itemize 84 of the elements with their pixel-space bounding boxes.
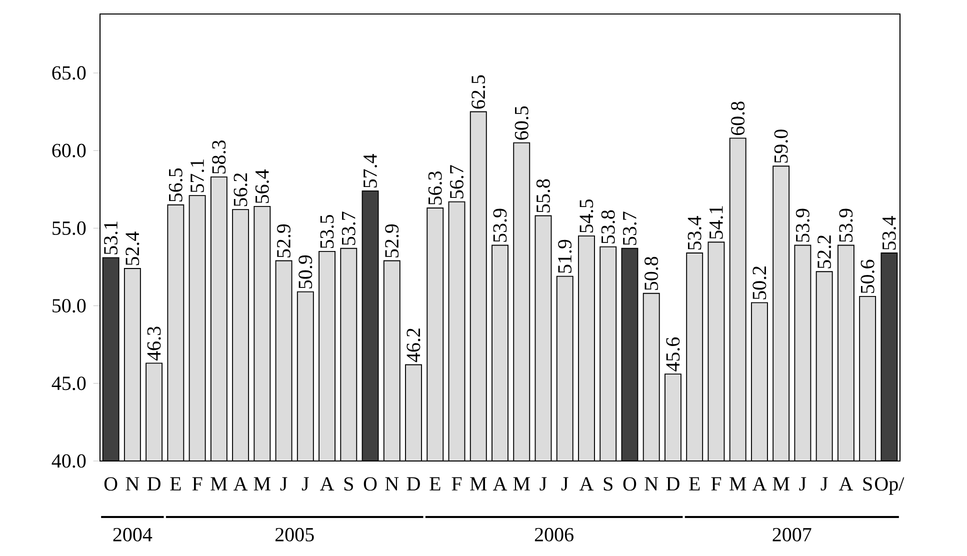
- data-label: 46.3: [147, 326, 161, 361]
- x-tick-label: D: [147, 477, 160, 490]
- data-label: 56.4: [255, 170, 269, 204]
- data-label: 53.1: [104, 222, 118, 254]
- data-label: 50.8: [644, 256, 658, 290]
- text: 2006: [534, 528, 574, 542]
- data-label: 56.7: [450, 165, 464, 198]
- x-tick-label: D: [666, 477, 680, 490]
- data-label: 53.5: [320, 214, 334, 248]
- x-tick-label: F: [452, 477, 462, 490]
- data-label: 53.9: [839, 208, 853, 242]
- x-tick-label: O: [104, 477, 118, 491]
- y-tick-label: 50.0: [52, 298, 86, 313]
- data-label: 45.6: [666, 337, 680, 372]
- x-tick-label: A: [838, 477, 854, 490]
- data-label: 50.6: [860, 260, 874, 294]
- x-tick-label: A: [579, 477, 594, 490]
- x-tick-label: S: [863, 477, 872, 491]
- x-tick-label: J: [280, 477, 288, 491]
- data-label: 53.8: [601, 210, 615, 244]
- x-tick-label: N: [644, 477, 658, 490]
- x-tick-label: A: [234, 477, 248, 490]
- data-label: 56.2: [234, 173, 248, 206]
- data-label: 52.2: [818, 235, 832, 268]
- x-tick-label: S: [344, 477, 353, 491]
- x-tick-label: M: [210, 477, 228, 490]
- data-label: 53.4: [882, 216, 896, 250]
- x-tick-label: Op/: [875, 477, 904, 495]
- data-label: 46.2: [406, 328, 420, 362]
- x-tick-label: N: [385, 477, 399, 490]
- data-label: 54.5: [580, 199, 594, 232]
- x-tick-label: A: [320, 477, 334, 490]
- data-label: 57.1: [190, 160, 204, 192]
- data-label: 62.5: [472, 75, 486, 109]
- x-tick-label: A: [492, 477, 508, 490]
- x-tick-label: O: [623, 477, 636, 491]
- y-tick-label: 40.0: [52, 454, 86, 468]
- x-tick-label: E: [430, 477, 440, 490]
- data-label: 52.9: [277, 224, 291, 258]
- x-tick-label: J: [799, 477, 806, 491]
- data-label: 59.0: [774, 130, 788, 163]
- x-tick-label: M: [772, 477, 790, 490]
- data-label: 57.4: [364, 154, 378, 188]
- data-label: 52.4: [126, 232, 140, 266]
- data-label: 56.3: [428, 172, 442, 205]
- x-tick-label: D: [406, 477, 420, 490]
- text: 2007: [772, 528, 812, 542]
- x-tick-label: E: [170, 477, 181, 490]
- x-tick-label: J: [540, 477, 547, 491]
- y-tick-label: 55.0: [52, 221, 86, 235]
- data-label: 53.7: [622, 212, 637, 245]
- x-tick-label: M: [470, 477, 487, 490]
- data-label: 55.8: [536, 179, 550, 212]
- data-label: 52.9: [385, 224, 399, 258]
- x-tick-label: S: [604, 477, 612, 491]
- x-tick-label: J: [561, 477, 568, 491]
- x-tick-label: F: [192, 477, 202, 490]
- data-label: 53.7: [342, 212, 356, 245]
- data-label: 60.8: [731, 102, 745, 136]
- x-tick-label: M: [730, 477, 746, 490]
- x-tick-label: F: [711, 477, 722, 490]
- data-label: 58.3: [212, 140, 226, 174]
- data-label: 50.2: [752, 266, 766, 300]
- data-label: 56.5: [168, 168, 182, 202]
- x-tick-label: O: [364, 477, 377, 491]
- x-tick-label: N: [126, 477, 140, 490]
- x-tick-label: E: [689, 477, 700, 490]
- text: 2004: [113, 528, 152, 542]
- x-tick-label: A: [752, 477, 767, 490]
- data-label: 51.9: [558, 240, 572, 273]
- text: 2005: [275, 528, 314, 542]
- y-tick-label: 60.0: [52, 144, 86, 158]
- x-tick-label: J: [302, 477, 309, 491]
- data-label: 54.1: [709, 206, 723, 239]
- data-label: 53.9: [796, 208, 810, 242]
- y-tick-label: 45.0: [52, 376, 86, 390]
- data-label: 60.5: [514, 106, 528, 140]
- x-tick-label: M: [254, 477, 270, 490]
- data-label: 53.9: [493, 208, 507, 242]
- x-tick-label: J: [820, 477, 828, 491]
- data-label: 50.9: [298, 255, 312, 288]
- y-tick-label: 65.0: [52, 66, 86, 80]
- x-tick-label: M: [513, 477, 530, 490]
- data-label: 53.4: [688, 216, 702, 250]
